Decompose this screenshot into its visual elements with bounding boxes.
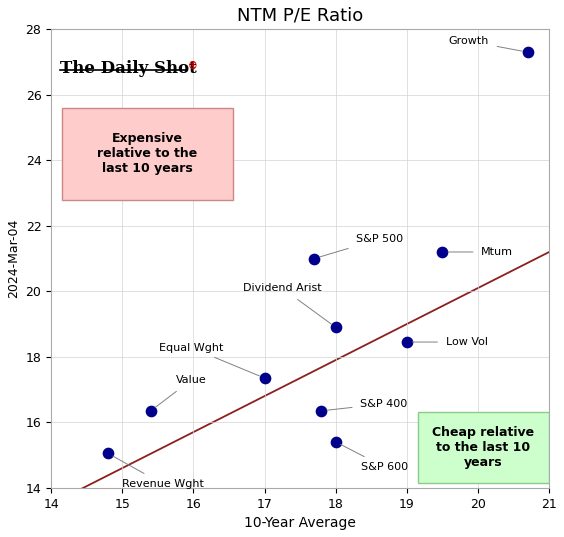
Y-axis label: 2024-Mar-04: 2024-Mar-04: [7, 219, 20, 298]
Text: Growth: Growth: [448, 36, 522, 51]
Text: Value: Value: [155, 375, 206, 408]
Text: S&P 500: S&P 500: [320, 234, 403, 257]
Point: [331, 438, 340, 446]
Point: [260, 374, 269, 382]
Point: [331, 323, 340, 332]
Text: Low Vol: Low Vol: [412, 337, 488, 347]
Text: Revenue Wght: Revenue Wght: [113, 456, 204, 489]
X-axis label: 10-Year Average: 10-Year Average: [244, 516, 356, 530]
Point: [104, 449, 113, 458]
Point: [523, 48, 532, 56]
Text: Expensive
relative to the
last 10 years: Expensive relative to the last 10 years: [97, 132, 197, 175]
Text: Cheap relative
to the last 10
years: Cheap relative to the last 10 years: [432, 426, 535, 469]
Point: [402, 338, 411, 346]
Point: [438, 248, 447, 256]
FancyBboxPatch shape: [417, 412, 549, 483]
FancyBboxPatch shape: [62, 108, 232, 200]
Text: The Daily Shot: The Daily Shot: [60, 60, 196, 77]
Point: [310, 254, 319, 263]
Text: Mtum: Mtum: [448, 247, 513, 257]
Point: [317, 407, 326, 415]
Text: Equal Wght: Equal Wght: [158, 343, 259, 376]
Text: Dividend Arist: Dividend Arist: [243, 284, 331, 324]
Text: ®: ®: [188, 60, 197, 70]
Text: S&P 600: S&P 600: [341, 445, 408, 472]
Title: NTM P/E Ratio: NTM P/E Ratio: [237, 7, 363, 25]
Point: [146, 407, 155, 415]
Text: S&P 400: S&P 400: [327, 399, 408, 410]
